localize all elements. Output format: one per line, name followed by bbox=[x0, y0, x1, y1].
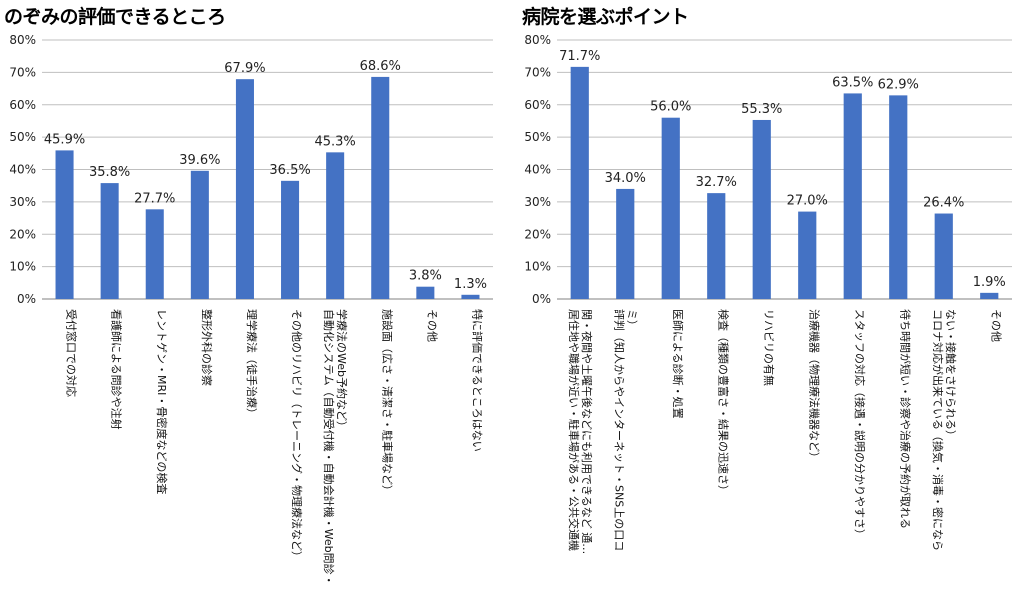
category-label: 施設面（広さ・清潔さ・駐車場など） bbox=[380, 309, 394, 496]
category-label: その他 bbox=[425, 309, 438, 342]
bar bbox=[281, 180, 300, 299]
bar bbox=[570, 66, 589, 299]
category-label: 自動化システム（自動受付機・自動会計機・Web問診・ bbox=[322, 309, 336, 586]
category-label: 受付窓口での対応 bbox=[65, 309, 79, 397]
y-tick-label: 50% bbox=[524, 130, 551, 144]
bar bbox=[707, 193, 726, 299]
bar bbox=[934, 213, 953, 299]
data-label: 34.0% bbox=[605, 171, 646, 186]
y-tick-label: 40% bbox=[9, 163, 36, 177]
data-label: 67.9% bbox=[224, 61, 265, 76]
chart-panel-selection-points: 病院を選ぶポイント 0% 10% 20% 30% 40% 50% 60% 70% 80% 71.7… bbox=[512, 0, 1024, 597]
bar bbox=[843, 93, 862, 299]
category-label: レントゲン・MRI・骨密度などの検査 bbox=[155, 309, 169, 494]
bar bbox=[752, 119, 771, 299]
y-tick-label: 20% bbox=[524, 227, 551, 241]
data-label: 1.3% bbox=[454, 277, 487, 292]
category-label: 関・夜間や土曜午後などにも利用できるなど 通… bbox=[580, 309, 594, 554]
category-label: リハビリの有無 bbox=[762, 309, 776, 386]
bar bbox=[235, 79, 254, 299]
y-tick-label: 60% bbox=[524, 98, 551, 112]
data-label: 32.7% bbox=[696, 175, 737, 190]
bar bbox=[461, 294, 480, 299]
category-label: コロナ対応が出来ている（換気・消毒・密になら bbox=[931, 309, 945, 551]
category-label: ミ） bbox=[625, 309, 638, 331]
category-label: 学療法のWeb予約など） bbox=[335, 309, 349, 432]
data-label: 45.9% bbox=[44, 132, 85, 147]
y-tick-label: 10% bbox=[524, 260, 551, 274]
data-label: 26.4% bbox=[923, 196, 964, 211]
category-label: その他のリハビリ（トレーニング・物理療法など） bbox=[290, 309, 304, 562]
bar bbox=[55, 150, 74, 299]
category-label: スタッフの対応（接遇・説明の分かりやすさ） bbox=[853, 309, 867, 540]
data-label: 1.9% bbox=[973, 275, 1006, 290]
data-label: 63.5% bbox=[832, 75, 873, 90]
data-label: 3.8% bbox=[409, 269, 442, 284]
category-label: 待ち時間が短い・診察や治療の予約が取れる bbox=[898, 309, 912, 529]
bar bbox=[661, 117, 680, 299]
data-label: 36.5% bbox=[269, 163, 310, 178]
data-label: 35.8% bbox=[89, 165, 130, 180]
data-label: 56.0% bbox=[650, 100, 691, 115]
bar bbox=[798, 211, 817, 299]
category-label: 理学療法（徒手治療） bbox=[245, 309, 259, 419]
category-label: 整形外科の診察 bbox=[200, 309, 214, 386]
category-label: 特に評価できるところはない bbox=[470, 309, 484, 452]
y-tick-label: 0% bbox=[532, 292, 551, 306]
chart-panel-evaluation: のぞみの評価できるところ 0% 10% 20% 30% 40% 50% 60% 70% 80% 4… bbox=[0, 0, 505, 597]
category-label: 看護師による問診や注射 bbox=[110, 309, 124, 430]
data-label: 45.3% bbox=[314, 134, 355, 149]
category-label: 評判（知人からやインターネット・SNS上の口コ bbox=[612, 309, 626, 551]
category-label: 医師による診断・処置 bbox=[671, 309, 685, 419]
data-label: 62.9% bbox=[878, 77, 919, 92]
data-label: 55.3% bbox=[741, 102, 782, 117]
category-label: 居住地や職場が近い・駐車場がある・公共交通機 bbox=[567, 309, 581, 551]
bar bbox=[145, 209, 164, 299]
category-label: 治療機器（物理療法機器など） bbox=[807, 309, 821, 463]
bar-chart-selection-points: 0% 10% 20% 30% 40% 50% 60% 70% 80% 71.7% 居住地や職場が近い… bbox=[524, 33, 1012, 554]
y-tick-label: 20% bbox=[9, 227, 36, 241]
y-tick-label: 50% bbox=[9, 130, 36, 144]
bar bbox=[326, 152, 345, 299]
bar bbox=[100, 183, 119, 299]
y-tick-label: 60% bbox=[9, 98, 36, 112]
category-label: 検査（種類の豊富さ・結果の迅速さ） bbox=[716, 309, 730, 496]
y-tick-label: 10% bbox=[9, 260, 36, 274]
y-tick-label: 80% bbox=[9, 33, 36, 47]
data-label: 39.6% bbox=[179, 153, 220, 168]
y-tick-label: 0% bbox=[17, 292, 36, 306]
data-label: 27.7% bbox=[134, 191, 175, 206]
chart-title: のぞみの評価できるところ bbox=[4, 6, 226, 28]
y-tick-label: 30% bbox=[9, 195, 36, 209]
bar bbox=[416, 286, 435, 299]
data-label: 68.6% bbox=[360, 59, 401, 74]
y-tick-label: 30% bbox=[524, 195, 551, 209]
bar bbox=[889, 95, 908, 299]
data-label: 71.7% bbox=[559, 49, 600, 64]
category-label: その他 bbox=[989, 309, 1002, 342]
y-tick-label: 40% bbox=[524, 163, 551, 177]
y-tick-label: 70% bbox=[524, 65, 551, 79]
bar bbox=[371, 76, 390, 299]
y-tick-label: 70% bbox=[9, 65, 36, 79]
category-label: ない・接触をさけられる） bbox=[944, 309, 958, 441]
bar-chart-evaluation: 0% 10% 20% 30% 40% 50% 60% 70% 80% 45.9% 受付窓口での対応 3… bbox=[9, 33, 493, 586]
y-tick-label: 80% bbox=[524, 33, 551, 47]
chart-title: 病院を選ぶポイント bbox=[522, 6, 689, 28]
bar bbox=[190, 170, 209, 299]
bar bbox=[616, 188, 635, 299]
data-label: 27.0% bbox=[787, 194, 828, 209]
bar bbox=[980, 292, 999, 299]
